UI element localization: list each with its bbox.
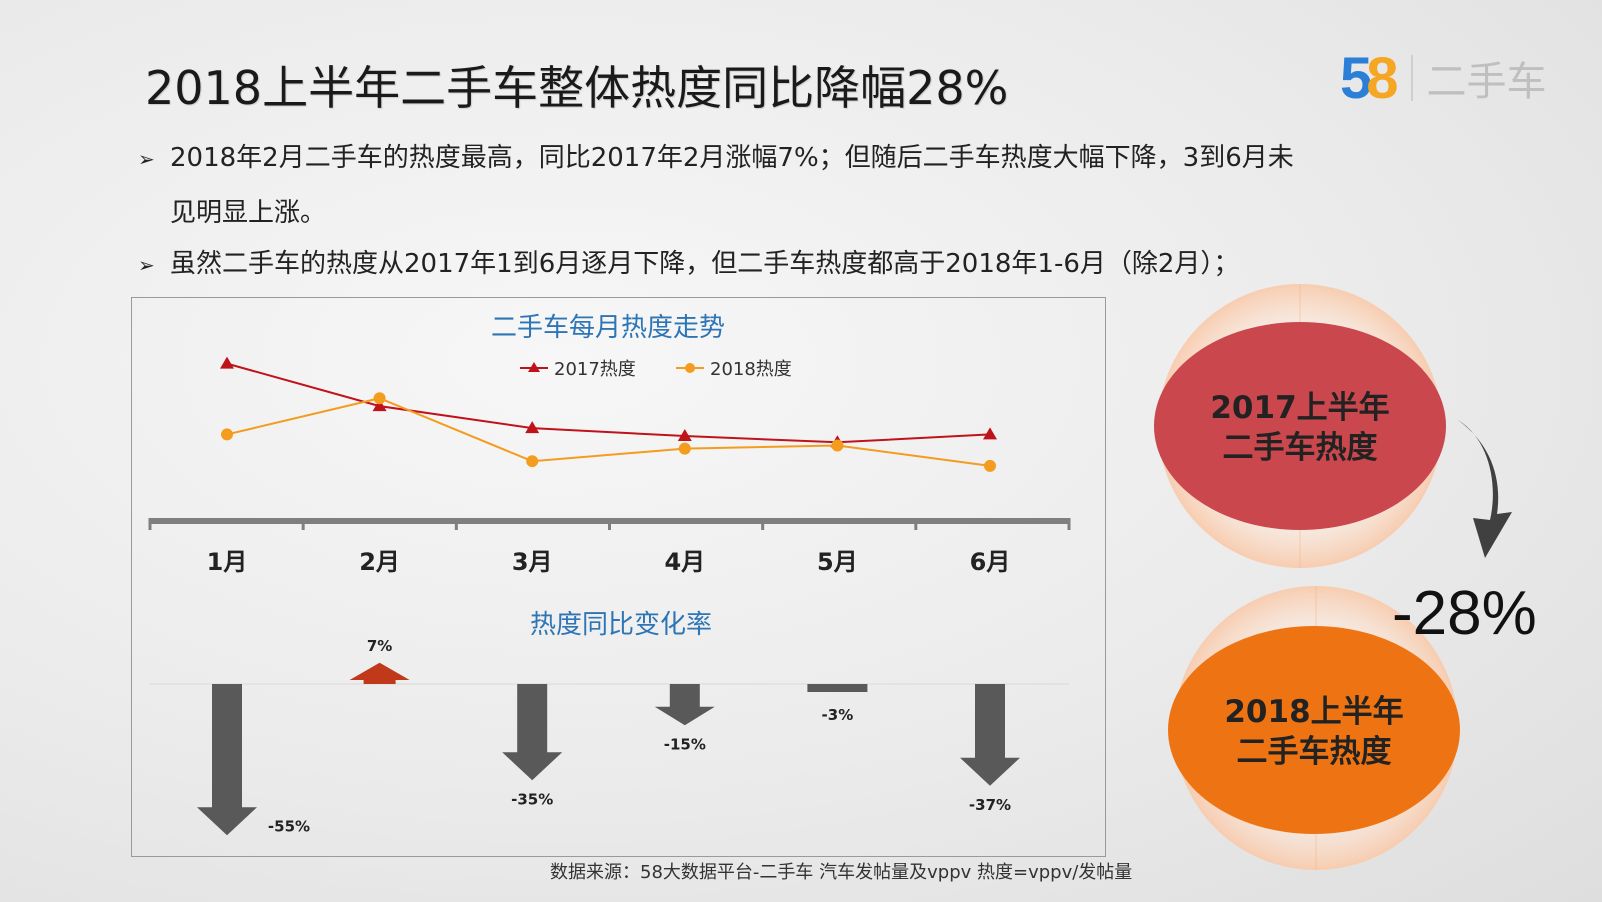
change-label: -37% [969, 796, 1011, 814]
bullet-arrow-icon: ➢ [138, 253, 155, 277]
point-2018 [373, 392, 386, 405]
x-tick-label: 6月 [970, 548, 1011, 576]
change-arrow: -35% [502, 684, 563, 808]
change-chart-title: 热度同比变化率 [530, 610, 712, 640]
point-2017 [677, 429, 692, 442]
x-tick-label: 4月 [664, 548, 705, 576]
change-label: -3% [822, 706, 854, 724]
bullet-1-text: 2018年2月二手车的热度最高，同比2017年2月涨幅7%；但随后二手车热度大幅… [170, 143, 1294, 173]
x-axis-labels: 1月 2月 3月 4月 5月 6月 [207, 548, 1011, 576]
legend: 2017热度 2018热度 [520, 359, 792, 380]
point-2017 [525, 421, 540, 434]
point-2018 [678, 442, 691, 455]
series-line-2018 [226, 397, 991, 467]
point-2017 [220, 356, 234, 369]
circle-2017-label-line1: 2017上半年 [1210, 390, 1390, 426]
change-arrow: -55% [197, 684, 310, 836]
point-2018 [984, 459, 996, 472]
series-line-2017 [226, 362, 991, 444]
decrease-arrow-icon [1458, 420, 1512, 558]
brand-logo: 58 二手车 [1340, 46, 1547, 111]
circle-2018-label-line1: 2018上半年 [1224, 694, 1404, 730]
change-label: -35% [511, 790, 553, 808]
page-title: 2018上半年二手车整体热度同比降幅28% [145, 61, 1009, 115]
legend-2017-marker [528, 362, 540, 372]
circle-2017-label: 2017上半年 二手车热度 [1160, 388, 1440, 468]
change-arrow: 7% [349, 637, 410, 684]
circle-2017-label-line2: 二手车热度 [1222, 430, 1378, 466]
bullet-2-text: 虽然二手车的热度从2017年1到6月逐月下降，但二手车热度都高于2018年1-6… [170, 249, 1240, 279]
circle-2018 [1168, 626, 1460, 834]
line-chart-title: 二手车每月热度走势 [491, 313, 725, 343]
line-series [220, 356, 997, 472]
circle-2017 [1154, 322, 1446, 530]
legend-2017-label: 2017热度 [554, 359, 636, 380]
x-tick-label: 2月 [359, 548, 400, 576]
bullet-2: ➢ 虽然二手车的热度从2017年1到6月逐月下降，但二手车热度都高于2018年1-… [138, 243, 1239, 280]
change-arrows: -55% 7% -35% -15% -3% -37% [197, 637, 1020, 836]
x-tick-label: 5月 [817, 548, 858, 576]
point-2018 [831, 439, 844, 452]
change-label: 7% [367, 637, 392, 655]
change-arrow: -37% [960, 684, 1020, 814]
x-tick-label: 1月 [207, 548, 248, 576]
change-label: -55% [268, 817, 310, 835]
total-change-value: -28% [1392, 579, 1537, 648]
legend-2018-marker [685, 363, 695, 373]
down-arrow-icon [197, 684, 257, 836]
circle-2018-label: 2018上半年 二手车热度 [1174, 692, 1454, 772]
circle-2018-label-line2: 二手车热度 [1236, 734, 1392, 770]
down-arrow-icon [960, 684, 1020, 786]
down-arrow-icon [502, 684, 563, 781]
x-tick-label: 3月 [512, 548, 553, 576]
up-arrow-icon [349, 662, 410, 684]
change-bar [807, 684, 868, 692]
bullet-arrow-icon: ➢ [138, 147, 155, 171]
comparison-graphic [1154, 284, 1512, 870]
legend-2018-label: 2018热度 [710, 359, 792, 380]
point-2018 [221, 428, 233, 441]
bullet-1-continuation: 见明显上涨。 [170, 198, 327, 228]
data-source-note: 数据来源：58大数据平台-二手车 汽车发帖量及vppv 热度=vppv/发帖量 [550, 862, 1133, 883]
change-arrow: -15% [654, 684, 715, 753]
down-arrow-icon [654, 684, 715, 726]
x-axis-ticks [148, 518, 1071, 530]
change-arrow: -3% [807, 684, 868, 724]
logo-divider [1410, 55, 1413, 101]
point-2018 [526, 455, 539, 468]
chart-panel [131, 297, 1106, 857]
point-2017 [983, 427, 997, 440]
logo-text: 二手车 [1426, 59, 1547, 105]
bullet-1: ➢ 2018年2月二手车的热度最高，同比2017年2月涨幅7%；但随后二手车热度大… [138, 137, 1294, 174]
point-2017 [372, 399, 387, 412]
change-label: -15% [664, 735, 706, 753]
